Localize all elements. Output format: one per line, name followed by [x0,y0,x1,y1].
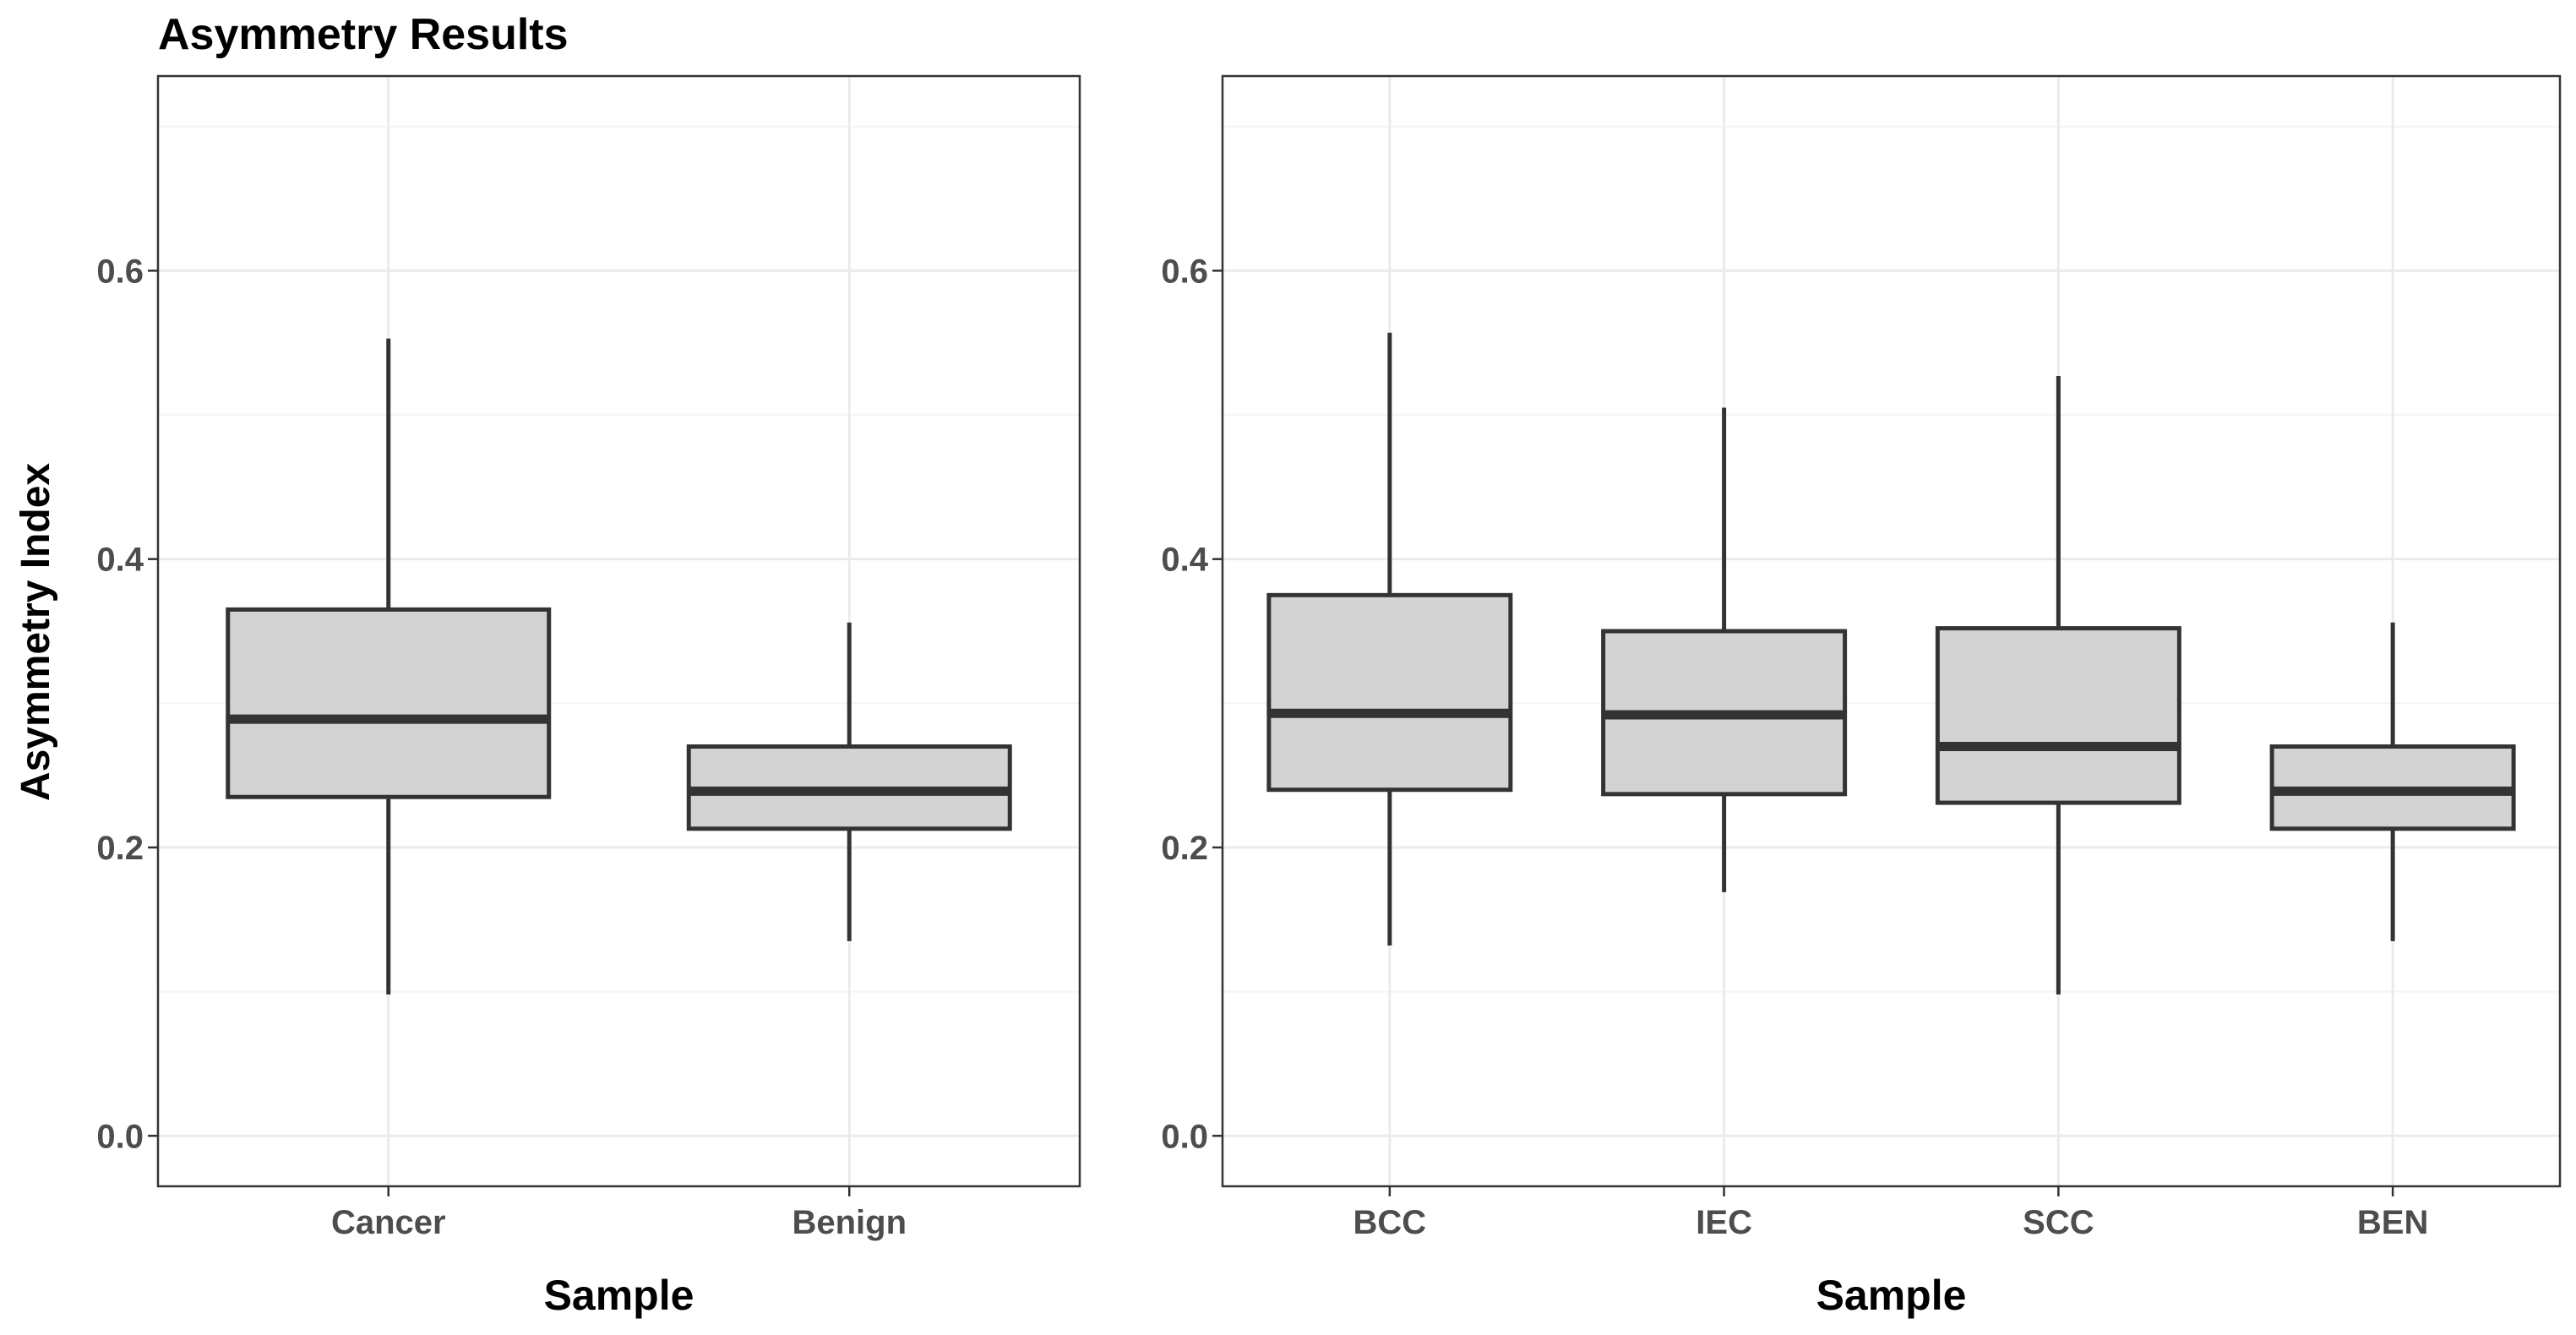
x-tick-label-iec: IEC [1696,1204,1752,1241]
box-benign [686,622,1012,941]
y-tick-label: 0.0 [1161,1118,1208,1155]
interquartile-box [226,607,552,799]
panel-right-subtypes: 0.0 0.2 0.4 0.6 BCC IEC SCC BEN Sample [1161,74,2562,1319]
panel-border [156,74,1081,1188]
x-tick-label-benign: Benign [792,1204,907,1241]
interquartile-box [1266,592,1513,793]
x-axis-label: Sample [544,1272,694,1319]
y-tick-label: 0.6 [1161,253,1208,290]
x-axis-label: Sample [1816,1272,1967,1319]
x-tick-label-ben: BEN [2357,1204,2428,1241]
panel-border [1221,74,2562,1188]
y-tick-label: 0.2 [96,830,144,867]
y-tick-label: 0.6 [96,253,144,290]
box-cancer [226,338,552,995]
interquartile-box [1935,626,2181,805]
x-tick-label-bcc: BCC [1353,1204,1427,1241]
figure-title: Asymmetry Results [158,10,569,59]
y-axis-label: Asymmetry Index [14,463,58,801]
panel-left-cancer-vs-benign: 0.0 0.2 0.4 0.6 Cancer Benign Sample [96,74,1081,1319]
box-iec [1601,407,1848,892]
x-tick-label-cancer: Cancer [331,1204,446,1241]
box-scc [1935,375,2181,995]
box-bcc [1266,332,1513,946]
y-tick-label: 0.4 [96,542,144,579]
y-tick-label: 0.0 [96,1118,144,1155]
y-tick-label: 0.2 [1161,830,1208,867]
box-ben [2269,622,2516,941]
y-tick-label: 0.4 [1161,542,1208,579]
x-tick-label-scc: SCC [2023,1204,2094,1241]
